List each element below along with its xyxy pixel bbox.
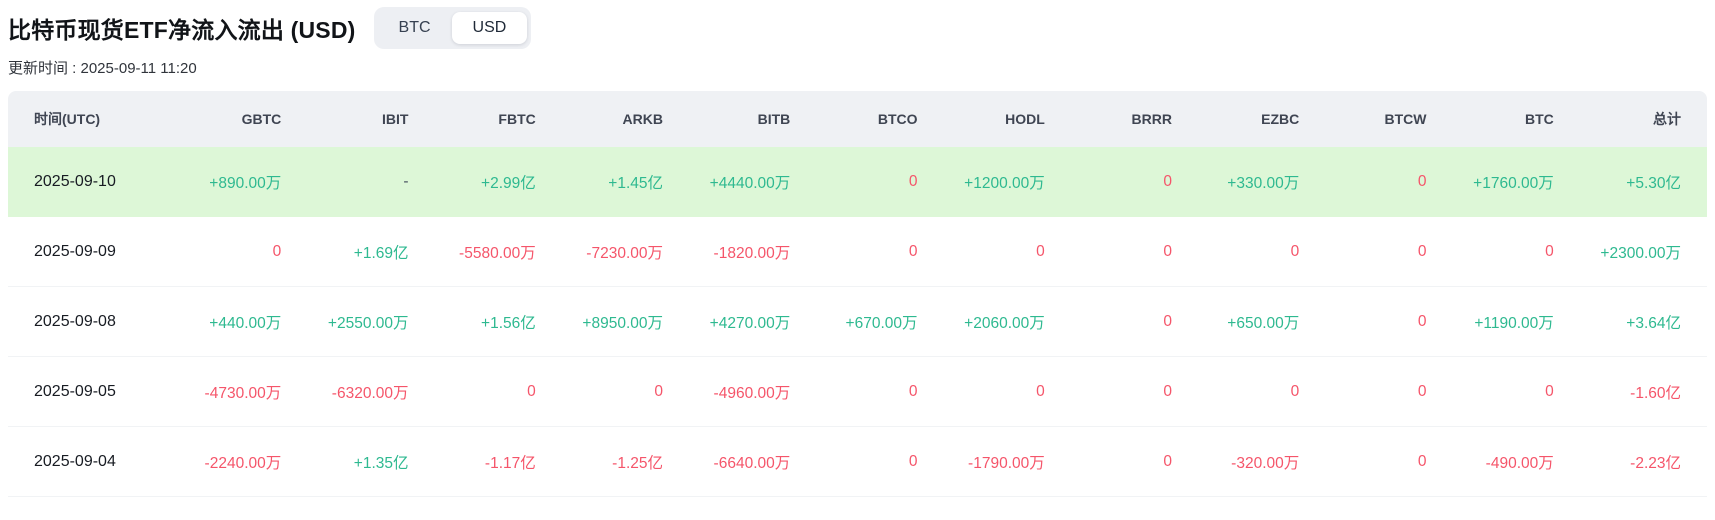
value-cell: 0 [1452, 217, 1580, 287]
value-cell: +2550.00万 [307, 287, 435, 357]
value-cell: 0 [816, 427, 944, 497]
topbar: 比特币现货ETF净流入流出 (USD) BTC USD [8, 0, 1707, 49]
date-cell: 2025-09-08 [8, 287, 180, 357]
date-cell: 2025-09-09 [8, 217, 180, 287]
value-cell: 0 [816, 147, 944, 217]
value-cell: +8950.00万 [561, 287, 689, 357]
value-cell: -2.23亿 [1579, 427, 1707, 497]
table-row: 2025-09-08 +440.00万 +2550.00万 +1.56亿 +8950.0… [8, 287, 1707, 357]
column-header-fbtc: FBTC [434, 91, 562, 147]
value-cell: -7230.00万 [561, 217, 689, 287]
table-row: 2025-09-09 0 +1.69亿 -5580.00万 -7230.00万 -1820… [8, 217, 1707, 287]
value-cell: +1760.00万 [1452, 147, 1580, 217]
value-cell: +3.64亿 [1579, 287, 1707, 357]
value-cell: 0 [1325, 287, 1453, 357]
column-header-btcw: BTCW [1325, 91, 1453, 147]
value-cell: -4960.00万 [689, 357, 817, 427]
column-header-ibit: IBIT [307, 91, 435, 147]
column-header-bitb: BITB [689, 91, 817, 147]
value-cell: -5580.00万 [434, 217, 562, 287]
unit-toggle: BTC USD [373, 7, 532, 49]
toggle-btc-button[interactable]: BTC [378, 12, 452, 44]
value-cell: +5.30亿 [1579, 147, 1707, 217]
value-cell: 0 [1325, 427, 1453, 497]
value-cell: +1200.00万 [943, 147, 1071, 217]
column-header-btco: BTCO [816, 91, 944, 147]
value-cell: 0 [816, 217, 944, 287]
column-header-btc: BTC [1452, 91, 1580, 147]
value-cell: -490.00万 [1452, 427, 1580, 497]
column-header-date: 时间(UTC) [8, 91, 180, 147]
page-title: 比特币现货ETF净流入流出 (USD) [8, 17, 356, 43]
value-cell: -320.00万 [1198, 427, 1326, 497]
value-cell: +330.00万 [1198, 147, 1326, 217]
value-cell: 0 [1198, 217, 1326, 287]
etf-flow-table-container: 时间(UTC) GBTC IBIT FBTC ARKB BITB BTCO HODL BRRR E… [8, 91, 1707, 497]
value-cell: -1.25亿 [561, 427, 689, 497]
column-header-gbtc: GBTC [180, 91, 308, 147]
value-cell: +650.00万 [1198, 287, 1326, 357]
toggle-usd-button[interactable]: USD [451, 12, 528, 44]
value-cell: -1.17亿 [434, 427, 562, 497]
column-header-ezbc: EZBC [1198, 91, 1326, 147]
etf-flow-table: 时间(UTC) GBTC IBIT FBTC ARKB BITB BTCO HODL BRRR E… [8, 91, 1707, 497]
value-cell: 0 [1070, 287, 1198, 357]
value-cell: +1.56亿 [434, 287, 562, 357]
value-cell: 0 [1070, 357, 1198, 427]
value-cell: 0 [434, 357, 562, 427]
column-header-hodl: HODL [943, 91, 1071, 147]
value-cell: +2060.00万 [943, 287, 1071, 357]
date-cell: 2025-09-05 [8, 357, 180, 427]
column-header-brrr: BRRR [1070, 91, 1198, 147]
value-cell: 0 [1070, 147, 1198, 217]
value-cell: -1.60亿 [1579, 357, 1707, 427]
value-cell: +1.35亿 [307, 427, 435, 497]
value-cell: +440.00万 [180, 287, 308, 357]
value-cell: 0 [1198, 357, 1326, 427]
value-cell: -1790.00万 [943, 427, 1071, 497]
value-cell: +670.00万 [816, 287, 944, 357]
value-cell: - [307, 147, 435, 217]
value-cell: +4270.00万 [689, 287, 817, 357]
value-cell: 0 [1070, 427, 1198, 497]
value-cell: 0 [1325, 357, 1453, 427]
column-header-总计: 总计 [1579, 91, 1707, 147]
value-cell: +2300.00万 [1579, 217, 1707, 287]
table-row: 2025-09-04 -2240.00万 +1.35亿 -1.17亿 -1.25亿 -66… [8, 427, 1707, 497]
value-cell: 0 [1325, 217, 1453, 287]
value-cell: 0 [1070, 217, 1198, 287]
table-row: 2025-09-05 -4730.00万 -6320.00万 0 0 -4960.00万 0… [8, 357, 1707, 427]
value-cell: +1.45亿 [561, 147, 689, 217]
value-cell: +1.69亿 [307, 217, 435, 287]
value-cell: 0 [1325, 147, 1453, 217]
value-cell: -1820.00万 [689, 217, 817, 287]
date-cell: 2025-09-10 [8, 147, 180, 217]
value-cell: 0 [1452, 357, 1580, 427]
date-cell: 2025-09-04 [8, 427, 180, 497]
value-cell: -4730.00万 [180, 357, 308, 427]
table-head: 时间(UTC) GBTC IBIT FBTC ARKB BITB BTCO HODL BRRR E… [8, 91, 1707, 147]
value-cell: +2.99亿 [434, 147, 562, 217]
value-cell: 0 [943, 357, 1071, 427]
value-cell: 0 [943, 217, 1071, 287]
table-header-row: 时间(UTC) GBTC IBIT FBTC ARKB BITB BTCO HODL BRRR E… [8, 91, 1707, 147]
value-cell: 0 [180, 217, 308, 287]
update-time: 更新时间 : 2025-09-11 11:20 [8, 60, 197, 77]
value-cell: 0 [816, 357, 944, 427]
value-cell: +890.00万 [180, 147, 308, 217]
value-cell: -2240.00万 [180, 427, 308, 497]
value-cell: -6640.00万 [689, 427, 817, 497]
table-body: 2025-09-10 +890.00万 - +2.99亿 +1.45亿 +4440.00万… [8, 147, 1707, 497]
value-cell: -6320.00万 [307, 357, 435, 427]
value-cell: +4440.00万 [689, 147, 817, 217]
value-cell: +1190.00万 [1452, 287, 1580, 357]
value-cell: 0 [561, 357, 689, 427]
table-row: 2025-09-10 +890.00万 - +2.99亿 +1.45亿 +4440.00万… [8, 147, 1707, 217]
column-header-arkb: ARKB [561, 91, 689, 147]
